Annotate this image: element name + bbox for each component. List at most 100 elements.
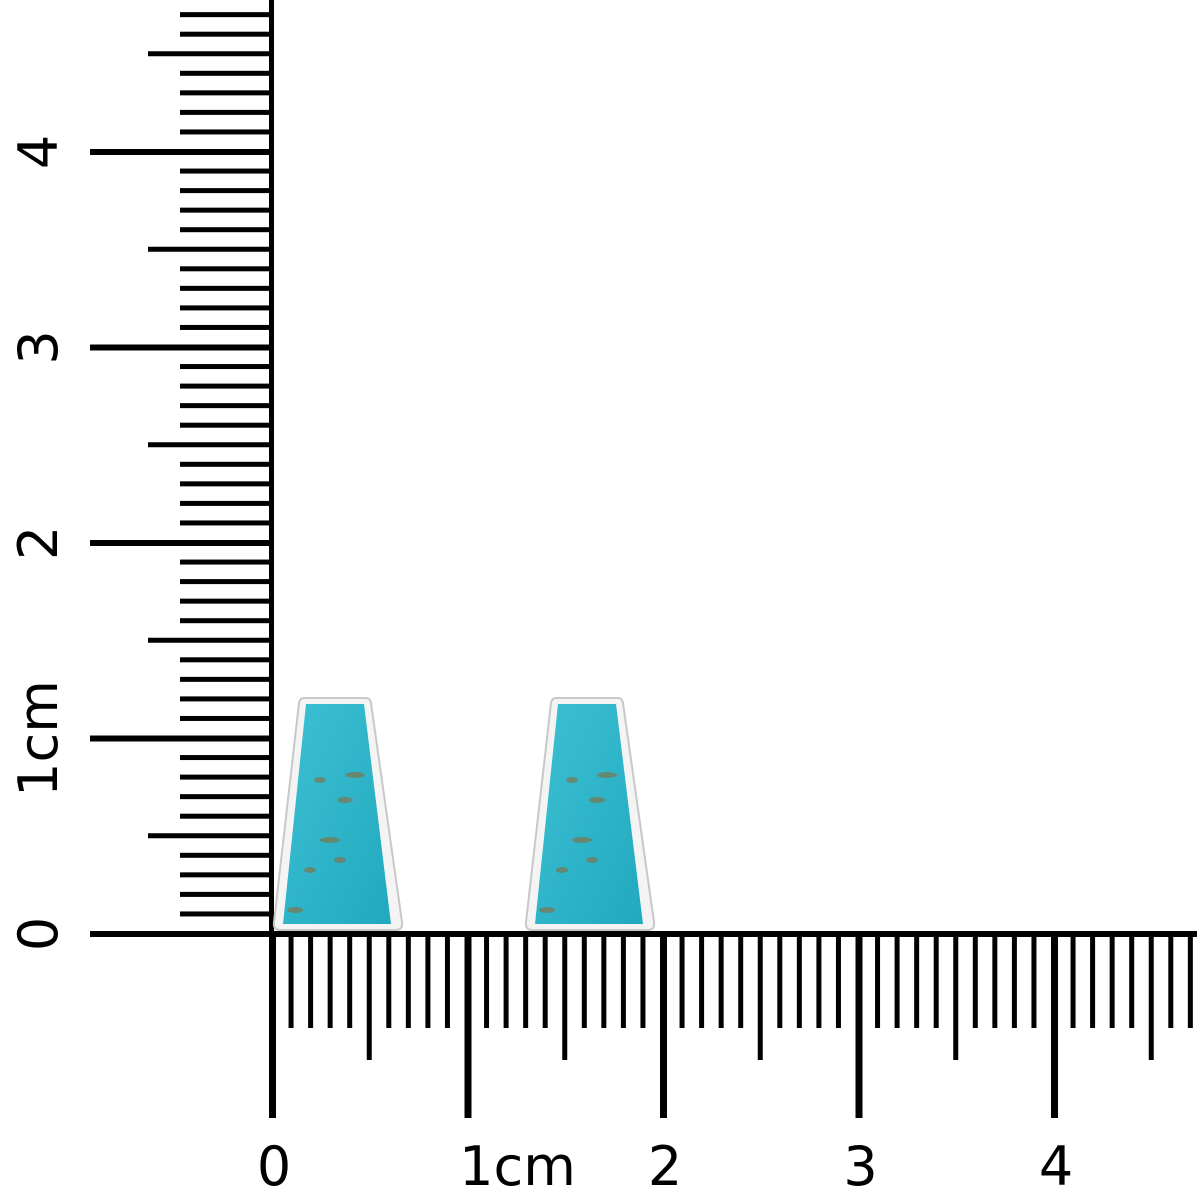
vertical-minor-tick [180,559,272,565]
vertical-minor-tick [180,598,272,604]
matrix-speck [287,907,303,913]
horizontal-ruler-labels: 0 1cm 2 3 4 [257,1135,1073,1198]
vertical-minor-tick [180,364,272,370]
horizontal-minor-tick [640,934,646,1028]
horizontal-half-tick [1148,934,1154,1060]
horizontal-half-tick [953,934,959,1060]
horizontal-minor-tick [679,934,685,1028]
horizontal-ruler-label: 1cm [459,1135,576,1198]
vertical-ruler-label: 0 [7,917,70,951]
vertical-ruler-line [269,0,274,937]
matrix-speck [337,797,353,803]
horizontal-minor-tick [386,934,392,1028]
matrix-speck [589,797,605,803]
vertical-minor-tick [180,911,272,917]
vertical-major-tick [90,931,272,937]
vertical-minor-tick [180,109,272,115]
vertical-minor-tick [180,774,272,780]
horizontal-minor-tick [347,934,353,1028]
horizontal-minor-tick [1090,934,1096,1028]
horizontal-major-tick [1051,934,1058,1118]
matrix-speck [345,772,365,778]
horizontal-minor-tick [992,934,998,1028]
horizontal-ruler-label: 2 [648,1135,682,1198]
vertical-ruler-label: 2 [7,526,70,560]
vertical-minor-tick [180,31,272,37]
matrix-speck [586,857,598,863]
vertical-major-tick [90,149,272,155]
matrix-speck [597,772,617,778]
matrix-speck [572,837,592,843]
horizontal-ruler-line [269,931,1197,937]
vertical-minor-tick [180,852,272,858]
vertical-minor-tick [180,266,272,272]
matrix-speck [314,777,326,783]
horizontal-minor-tick [308,934,314,1028]
vertical-ruler-label: 3 [7,330,70,364]
horizontal-minor-tick [972,934,978,1028]
vertical-minor-tick [180,872,272,878]
vertical-minor-tick [180,324,272,330]
vertical-minor-tick [180,70,272,76]
horizontal-minor-tick [816,934,822,1028]
vertical-minor-tick [180,383,272,389]
horizontal-minor-tick [914,934,920,1028]
horizontal-major-tick [464,934,472,1118]
matrix-speck [320,837,340,843]
vertical-minor-tick [180,422,272,428]
vertical-minor-tick [180,90,272,96]
vertical-half-tick [148,833,272,839]
vertical-ruler [90,0,274,937]
horizontal-minor-tick [581,934,587,1028]
horizontal-major-tick [855,934,863,1118]
matrix-speck [556,867,568,873]
vertical-minor-tick [180,403,272,409]
horizontal-minor-tick [523,934,529,1028]
vertical-half-tick [148,637,272,643]
vertical-ruler-label: 1cm [7,680,70,797]
vertical-ruler-label: 4 [7,135,70,169]
horizontal-minor-tick [484,934,490,1028]
matrix-speck [566,777,578,783]
vertical-minor-tick [180,188,272,194]
horizontal-minor-tick [894,934,900,1028]
horizontal-minor-tick [933,934,939,1028]
matrix-speck [539,907,555,913]
vertical-minor-tick [180,676,272,682]
horizontal-minor-tick [601,934,607,1028]
horizontal-minor-tick [738,934,744,1028]
vertical-minor-tick [180,715,272,721]
horizontal-ruler-label: 3 [843,1135,877,1198]
horizontal-ruler-label: 4 [1039,1135,1073,1198]
horizontal-minor-tick [327,934,333,1028]
vertical-half-tick [148,442,272,448]
horizontal-minor-tick [288,934,294,1028]
horizontal-half-tick [562,934,568,1060]
vertical-minor-tick [180,813,272,819]
vertical-minor-tick [180,500,272,506]
vertical-minor-tick [180,755,272,761]
horizontal-minor-tick [503,934,509,1028]
matrix-speck [304,867,316,873]
horizontal-minor-tick [425,934,431,1028]
vertical-major-tick [90,540,272,546]
horizontal-minor-tick [777,934,783,1028]
horizontal-minor-tick [1011,934,1017,1028]
horizontal-minor-tick [542,934,548,1028]
horizontal-minor-tick [1031,934,1037,1028]
vertical-minor-tick [180,168,272,174]
turquoise-trapezoid-earring-left [272,697,404,931]
horizontal-minor-tick [699,934,705,1028]
horizontal-minor-tick [1187,934,1193,1028]
vertical-minor-tick [180,794,272,800]
vertical-major-tick [90,344,272,351]
horizontal-minor-tick [405,934,411,1028]
vertical-minor-tick [180,520,272,526]
vertical-minor-tick [180,227,272,233]
vertical-minor-tick [180,129,272,135]
horizontal-minor-tick [444,934,450,1028]
horizontal-minor-tick [796,934,802,1028]
horizontal-minor-tick [1109,934,1115,1028]
